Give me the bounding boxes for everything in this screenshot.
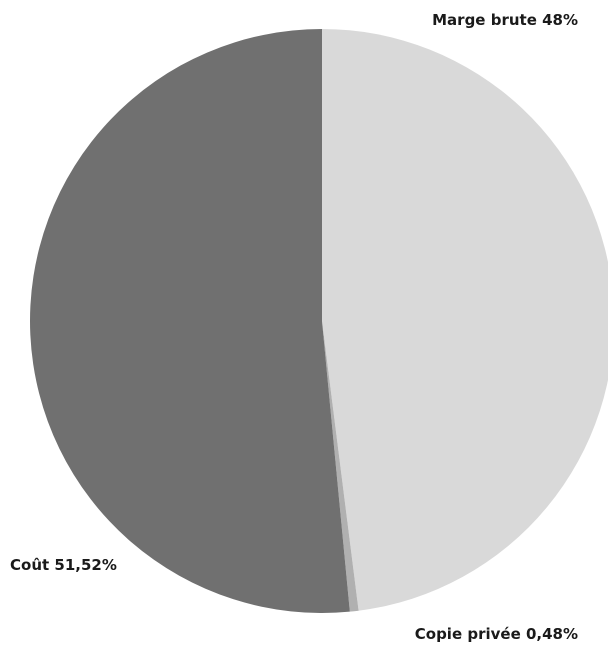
slice-label-copie-privee: Copie privée 0,48% (415, 625, 578, 643)
slice-copie-privee (322, 321, 359, 612)
slice-marge-brute (322, 29, 608, 611)
slice-cout (30, 29, 350, 614)
pie-labels: Marge brute 48% Copie privée 0,48% Coût … (10, 11, 578, 643)
pie-slices (30, 29, 608, 614)
slice-label-cout: Coût 51,52% (10, 556, 117, 574)
slice-label-marge-brute: Marge brute 48% (432, 11, 578, 29)
